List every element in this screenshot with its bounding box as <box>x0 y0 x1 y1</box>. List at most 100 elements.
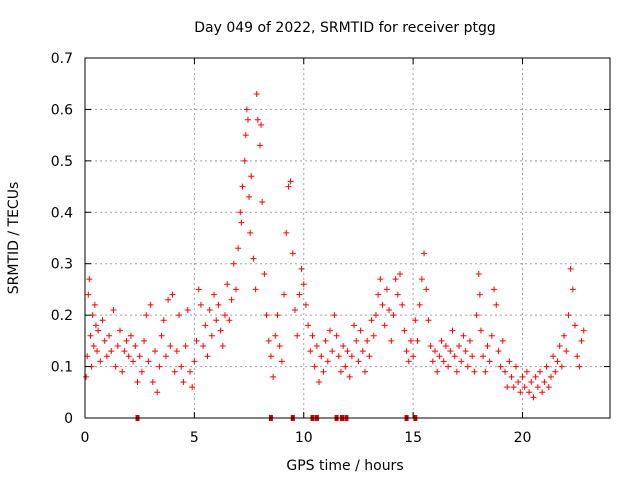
data-point <box>359 348 366 355</box>
data-point <box>401 327 408 334</box>
data-point <box>563 348 570 355</box>
data-point <box>486 358 493 365</box>
data-point <box>362 368 368 375</box>
data-point <box>476 291 483 298</box>
data-point <box>134 379 141 385</box>
data-point <box>528 379 535 385</box>
data-point <box>85 291 92 298</box>
data-point <box>145 358 152 365</box>
data-point <box>156 363 163 370</box>
data-point <box>550 353 557 360</box>
data-point <box>534 384 541 391</box>
data-point <box>309 332 316 339</box>
y-axis-label: SRMTID / TECUs <box>6 182 22 295</box>
x-tick-label: 10 <box>295 430 313 446</box>
data-point <box>101 337 108 344</box>
data-point <box>497 363 504 370</box>
data-point <box>232 286 239 293</box>
data-point <box>379 301 386 308</box>
data-point <box>508 373 515 380</box>
data-point <box>403 348 410 355</box>
data-point <box>267 353 274 360</box>
data-point <box>512 363 519 370</box>
data-point <box>333 332 340 339</box>
data-point <box>289 250 296 257</box>
data-point <box>567 265 574 272</box>
y-tick-label: 0.4 <box>51 205 73 221</box>
data-point <box>364 337 371 344</box>
data-point <box>110 307 117 313</box>
y-tick-label: 0.1 <box>51 360 73 376</box>
data-point <box>318 353 325 360</box>
data-point <box>504 384 511 391</box>
data-point <box>158 332 165 339</box>
data-point <box>292 307 298 313</box>
data-point <box>565 312 572 319</box>
data-point <box>464 363 471 370</box>
data-point <box>316 379 323 385</box>
data-point <box>248 173 255 180</box>
data-point <box>572 322 578 329</box>
data-point <box>405 358 412 365</box>
data-point <box>138 368 145 375</box>
data-point <box>202 322 209 329</box>
data-point <box>432 348 438 355</box>
data-point <box>274 312 281 319</box>
data-point <box>259 199 266 205</box>
data-point <box>208 332 215 339</box>
data-point <box>502 368 508 375</box>
y-tick-label: 0.5 <box>51 154 73 170</box>
data-point <box>495 348 502 355</box>
data-point <box>276 343 283 349</box>
data-point <box>200 343 207 349</box>
data-point <box>224 281 231 288</box>
data-point <box>456 343 463 349</box>
data-point <box>556 343 563 349</box>
x-axis-label: GPS time / hours <box>286 458 403 474</box>
data-point <box>147 301 154 308</box>
data-point <box>532 373 539 380</box>
data-point <box>257 142 263 149</box>
data-point <box>348 353 355 360</box>
data-point <box>543 363 550 370</box>
data-point <box>160 317 167 324</box>
data-point <box>412 317 419 324</box>
data-point <box>410 353 417 360</box>
data-point <box>442 343 449 349</box>
data-point <box>327 327 333 334</box>
data-point <box>392 276 399 283</box>
data-point <box>253 91 260 97</box>
data-point <box>296 291 303 298</box>
data-point <box>108 348 115 355</box>
data-point <box>112 363 119 370</box>
data-point <box>366 353 373 360</box>
data-point <box>285 183 292 190</box>
data-point <box>552 368 559 375</box>
data-point <box>191 358 198 365</box>
data-point <box>311 363 318 370</box>
data-point <box>484 343 491 349</box>
data-point <box>243 106 250 113</box>
data-point <box>278 358 285 365</box>
data-point <box>305 322 312 329</box>
data-point <box>136 353 143 360</box>
data-point <box>322 337 329 344</box>
data-point <box>228 296 235 303</box>
data-point <box>580 327 587 334</box>
data-point <box>195 286 202 293</box>
data-point <box>244 116 251 123</box>
data-point <box>294 332 301 339</box>
data-point <box>97 358 104 365</box>
data-point <box>187 368 193 375</box>
data-point <box>517 389 524 396</box>
x-tick-label: 0 <box>81 430 90 446</box>
data-point <box>440 358 447 365</box>
data-point <box>574 353 581 360</box>
data-point <box>530 394 537 401</box>
data-point <box>510 384 517 391</box>
x-tick-label: 15 <box>404 430 422 446</box>
data-point <box>458 358 465 365</box>
data-point <box>184 307 191 313</box>
data-point <box>180 379 187 385</box>
